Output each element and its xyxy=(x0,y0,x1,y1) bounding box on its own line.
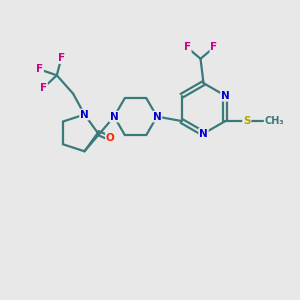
Text: S: S xyxy=(243,116,250,126)
Text: N: N xyxy=(80,110,89,119)
Text: F: F xyxy=(184,43,191,52)
Text: CH₃: CH₃ xyxy=(265,116,284,126)
Text: F: F xyxy=(40,83,47,93)
Text: F: F xyxy=(36,64,43,74)
Text: N: N xyxy=(110,112,118,122)
Text: N: N xyxy=(199,129,208,139)
Text: N: N xyxy=(153,112,161,122)
Text: O: O xyxy=(106,133,115,143)
Text: F: F xyxy=(210,43,218,52)
Text: N: N xyxy=(221,91,230,101)
Text: F: F xyxy=(58,53,65,63)
